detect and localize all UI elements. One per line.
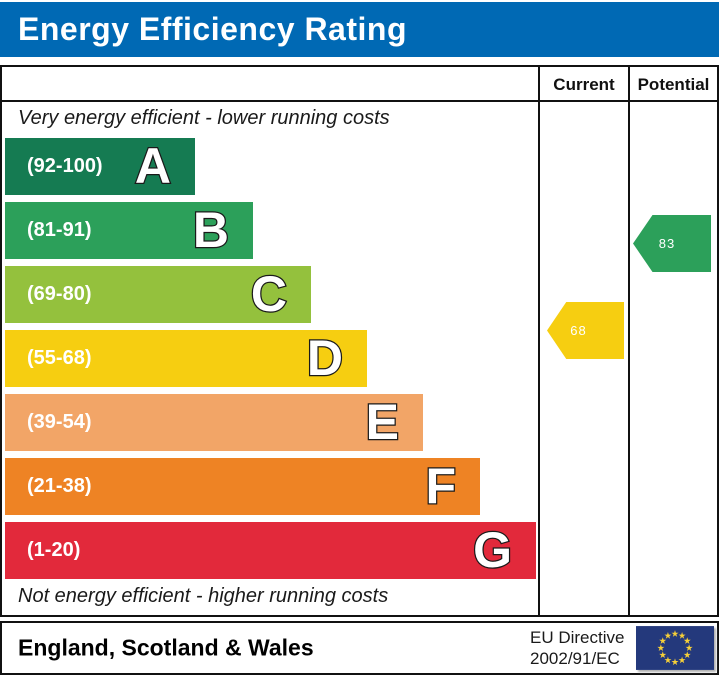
column-divider-current xyxy=(538,67,540,615)
eu-directive-line1: EU Directive xyxy=(530,628,625,647)
rating-bands: (92-100) A (81-91) B (69-80) C (55-68) D… xyxy=(5,137,536,586)
band-range-label: (1-20) xyxy=(27,539,81,561)
rating-band: (1-20) G xyxy=(5,521,536,580)
potential-rating-arrow: 83 xyxy=(633,215,711,272)
band-letter: B xyxy=(192,201,231,260)
footer-bar: England, Scotland & Wales EU Directive 2… xyxy=(0,621,719,675)
band-letter: A xyxy=(134,137,173,196)
column-divider-potential xyxy=(628,67,630,615)
rating-table: Current Potential Very energy efficient … xyxy=(0,65,719,617)
current-column-header: Current xyxy=(553,74,615,94)
band-range-label: (69-80) xyxy=(27,283,92,305)
band-range-label: (81-91) xyxy=(27,219,92,241)
band-range-label: (21-38) xyxy=(27,475,92,497)
rating-band: (92-100) A xyxy=(5,137,195,196)
potential-column-header: Potential xyxy=(637,74,710,94)
current-rating-value: 68 xyxy=(570,323,587,338)
band-range-label: (92-100) xyxy=(27,155,103,177)
band-letter: C xyxy=(250,265,289,324)
rating-band: (39-54) E xyxy=(5,393,423,452)
bottom-caption: Not energy efficient - higher running co… xyxy=(18,585,389,607)
top-caption: Very energy efficient - lower running co… xyxy=(18,107,390,129)
potential-rating-value: 83 xyxy=(658,236,676,251)
title-bar: Energy Efficiency Rating xyxy=(0,2,719,57)
rating-band: (21-38) F xyxy=(5,457,480,516)
band-letter: D xyxy=(306,329,345,388)
band-range-label: (39-54) xyxy=(27,411,92,433)
rating-band: (55-68) D xyxy=(5,329,367,388)
table-header-row: Current Potential xyxy=(2,67,717,102)
band-letter: E xyxy=(364,393,400,452)
current-rating-arrow: 68 xyxy=(547,302,624,359)
eu-directive-label: EU Directive 2002/91/EC xyxy=(530,627,624,669)
rating-band: (69-80) C xyxy=(5,265,311,324)
rating-band: (81-91) B xyxy=(5,201,253,260)
page-title: Energy Efficiency Rating xyxy=(18,11,407,47)
eu-directive-line2: 2002/91/EC xyxy=(530,649,620,668)
band-letter: G xyxy=(472,521,513,580)
band-letter: F xyxy=(424,457,457,516)
region-label: England, Scotland & Wales xyxy=(18,634,314,661)
eu-flag-icon xyxy=(636,626,714,670)
band-range-label: (55-68) xyxy=(27,347,92,369)
